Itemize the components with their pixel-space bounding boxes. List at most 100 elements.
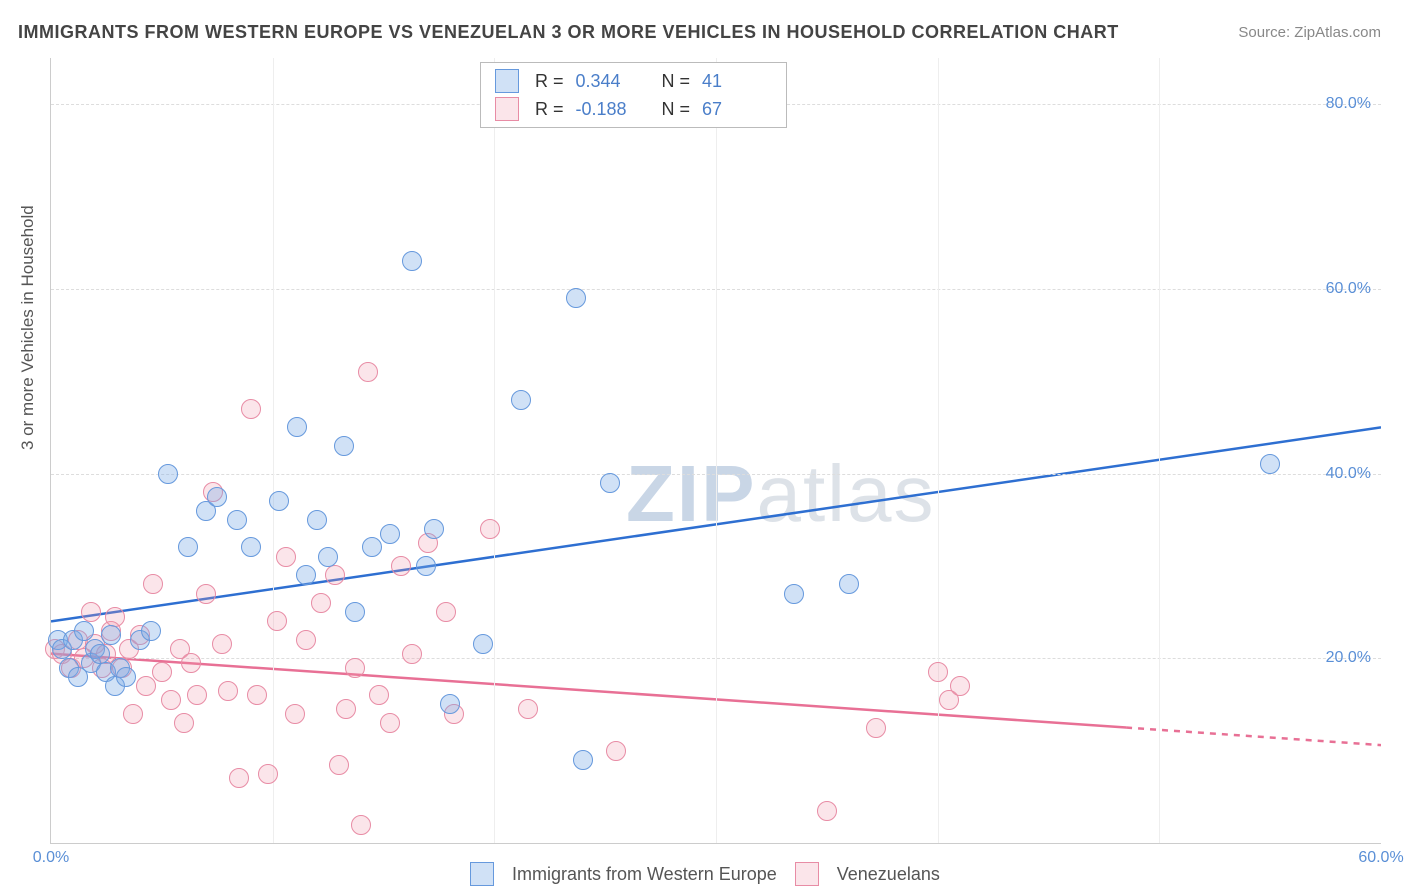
scatter-point (402, 644, 422, 664)
gridline-vertical (938, 58, 939, 843)
swatch-blue-icon (495, 69, 519, 93)
legend-stats-box: R = 0.344 N = 41 R = -0.188 N = 67 (480, 62, 787, 128)
source-label: Source: (1238, 24, 1290, 41)
scatter-point (178, 537, 198, 557)
n-value-pink: 67 (702, 99, 772, 120)
scatter-point (817, 801, 837, 821)
scatter-point (247, 685, 267, 705)
scatter-point (511, 390, 531, 410)
scatter-point (928, 662, 948, 682)
scatter-point (950, 676, 970, 696)
scatter-point (480, 519, 500, 539)
n-value-blue: 41 (702, 71, 772, 92)
n-label: N = (662, 99, 691, 120)
scatter-point (141, 621, 161, 641)
scatter-point (212, 634, 232, 654)
scatter-point (351, 815, 371, 835)
scatter-point (90, 644, 110, 664)
r-label: R = (535, 71, 564, 92)
r-value-pink: -0.188 (576, 99, 646, 120)
scatter-point (866, 718, 886, 738)
y-tick-label: 20.0% (1326, 649, 1371, 667)
scatter-point (518, 699, 538, 719)
scatter-point (311, 593, 331, 613)
x-tick-label: 60.0% (1358, 849, 1403, 867)
scatter-point (187, 685, 207, 705)
scatter-point (380, 524, 400, 544)
swatch-pink-icon (495, 97, 519, 121)
scatter-point (258, 764, 278, 784)
scatter-point (362, 537, 382, 557)
scatter-point (161, 690, 181, 710)
gridline-vertical (716, 58, 717, 843)
scatter-point (269, 491, 289, 511)
scatter-point (152, 662, 172, 682)
scatter-point (325, 565, 345, 585)
scatter-point (267, 611, 287, 631)
scatter-point (391, 556, 411, 576)
scatter-point (329, 755, 349, 775)
scatter-point (416, 556, 436, 576)
plot-area: ZIPatlas 20.0%40.0%60.0%80.0%0.0%60.0% (50, 58, 1381, 844)
scatter-point (334, 436, 354, 456)
scatter-point (207, 487, 227, 507)
scatter-point (402, 251, 422, 271)
scatter-point (600, 473, 620, 493)
scatter-point (369, 685, 389, 705)
scatter-point (158, 464, 178, 484)
scatter-point (229, 768, 249, 788)
gridline-vertical (1159, 58, 1160, 843)
scatter-point (285, 704, 305, 724)
chart-title: IMMIGRANTS FROM WESTERN EUROPE VS VENEZU… (18, 22, 1119, 43)
scatter-point (116, 667, 136, 687)
scatter-point (276, 547, 296, 567)
scatter-point (307, 510, 327, 530)
y-tick-label: 80.0% (1326, 95, 1371, 113)
scatter-point (81, 602, 101, 622)
y-axis-label: 3 or more Vehicles in Household (18, 205, 38, 450)
scatter-point (573, 750, 593, 770)
scatter-point (345, 658, 365, 678)
scatter-point (181, 653, 201, 673)
x-tick-label: 0.0% (33, 849, 69, 867)
source-link[interactable]: ZipAtlas.com (1294, 24, 1381, 41)
swatch-blue-icon (470, 862, 494, 886)
scatter-point (345, 602, 365, 622)
scatter-point (606, 741, 626, 761)
scatter-point (839, 574, 859, 594)
scatter-point (143, 574, 163, 594)
scatter-point (440, 694, 460, 714)
scatter-point (101, 625, 121, 645)
scatter-point (123, 704, 143, 724)
trend-line (1126, 728, 1381, 746)
n-label: N = (662, 71, 691, 92)
scatter-point (380, 713, 400, 733)
scatter-point (436, 602, 456, 622)
legend-stats-row-pink: R = -0.188 N = 67 (495, 95, 772, 123)
legend-label-pink: Venezuelans (837, 864, 940, 885)
scatter-point (296, 565, 316, 585)
scatter-point (296, 630, 316, 650)
scatter-point (566, 288, 586, 308)
scatter-point (1260, 454, 1280, 474)
scatter-point (336, 699, 356, 719)
scatter-point (196, 584, 216, 604)
scatter-point (784, 584, 804, 604)
y-tick-label: 40.0% (1326, 465, 1371, 483)
scatter-point (473, 634, 493, 654)
legend-label-blue: Immigrants from Western Europe (512, 864, 777, 885)
gridline-vertical (494, 58, 495, 843)
scatter-point (218, 681, 238, 701)
scatter-point (241, 399, 261, 419)
y-tick-label: 60.0% (1326, 280, 1371, 298)
swatch-pink-icon (795, 862, 819, 886)
scatter-point (424, 519, 444, 539)
r-label: R = (535, 99, 564, 120)
legend-stats-row-blue: R = 0.344 N = 41 (495, 67, 772, 95)
scatter-point (318, 547, 338, 567)
scatter-point (358, 362, 378, 382)
scatter-point (136, 676, 156, 696)
scatter-point (227, 510, 247, 530)
gridline-vertical (273, 58, 274, 843)
r-value-blue: 0.344 (576, 71, 646, 92)
